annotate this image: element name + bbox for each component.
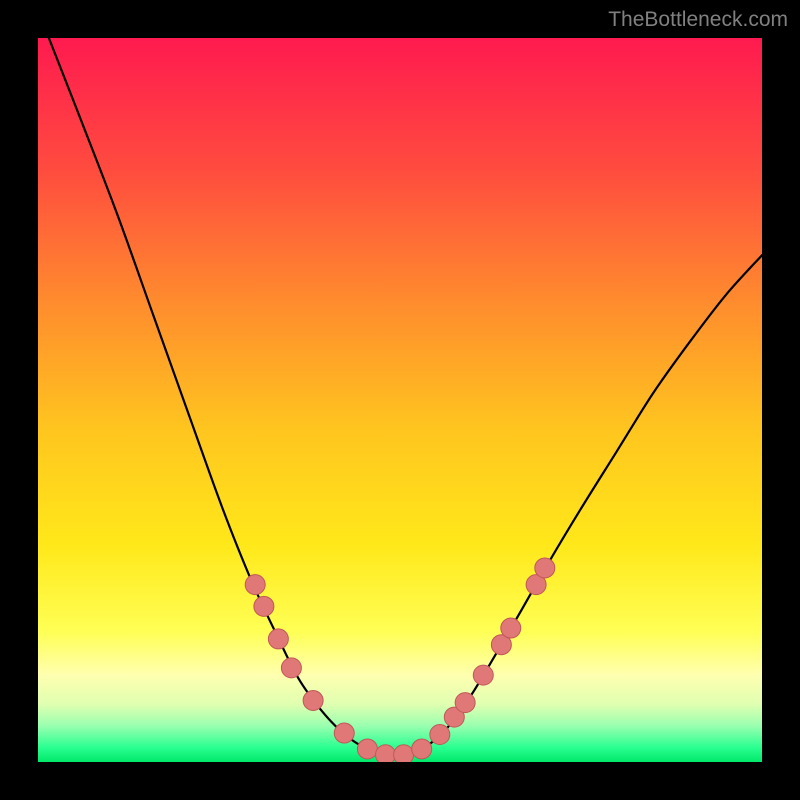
- data-marker: [357, 739, 377, 759]
- chart-container: TheBottleneck.com: [0, 0, 800, 800]
- data-marker: [281, 658, 301, 678]
- data-marker: [394, 745, 414, 765]
- plot-area-background: [38, 38, 762, 762]
- data-marker: [412, 739, 432, 759]
- chart-svg: [0, 0, 800, 800]
- data-marker: [455, 693, 475, 713]
- data-marker: [303, 690, 323, 710]
- data-marker: [268, 629, 288, 649]
- data-marker: [245, 575, 265, 595]
- data-marker: [501, 618, 521, 638]
- data-marker: [535, 558, 555, 578]
- data-marker: [473, 665, 493, 685]
- watermark-text: TheBottleneck.com: [608, 8, 788, 32]
- data-marker: [430, 724, 450, 744]
- data-marker: [376, 745, 396, 765]
- data-marker: [334, 723, 354, 743]
- data-marker: [254, 596, 274, 616]
